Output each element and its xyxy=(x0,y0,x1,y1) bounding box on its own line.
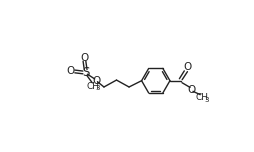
Text: O: O xyxy=(92,76,101,86)
Text: S: S xyxy=(82,66,89,79)
Text: O: O xyxy=(187,85,196,95)
Text: CH: CH xyxy=(196,93,209,102)
Text: O: O xyxy=(80,53,89,63)
Text: O: O xyxy=(67,66,75,76)
Text: 3: 3 xyxy=(205,97,209,103)
Text: 3: 3 xyxy=(95,85,100,91)
Text: O: O xyxy=(184,62,192,72)
Text: CH: CH xyxy=(87,82,100,91)
